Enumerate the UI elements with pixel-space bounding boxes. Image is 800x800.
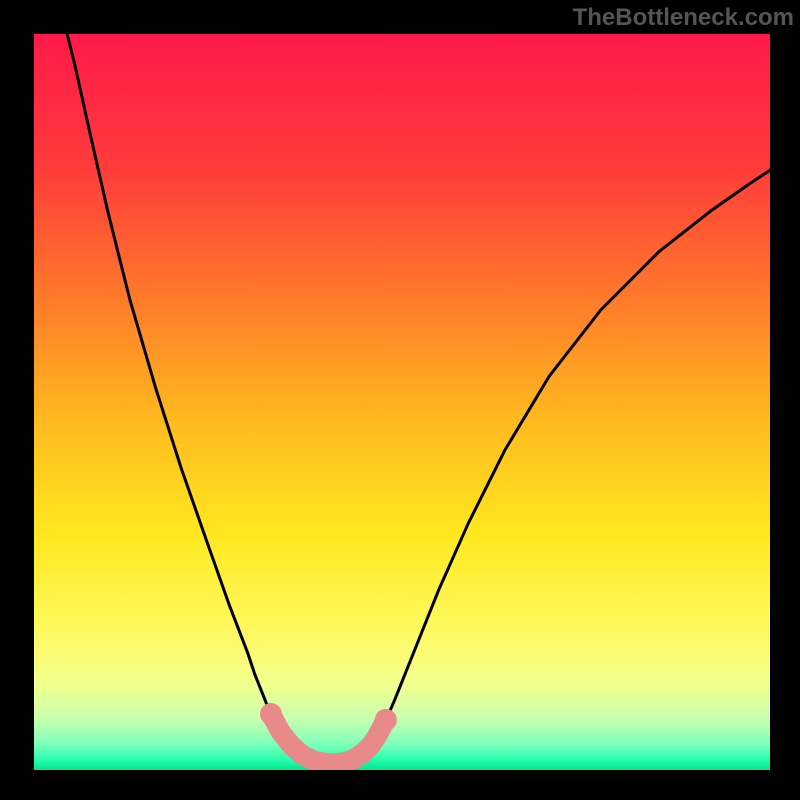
trough-highlight	[34, 34, 770, 770]
plot-area	[34, 34, 770, 770]
chart-container: TheBottleneck.com	[0, 0, 800, 800]
watermark-text: TheBottleneck.com	[573, 4, 794, 32]
